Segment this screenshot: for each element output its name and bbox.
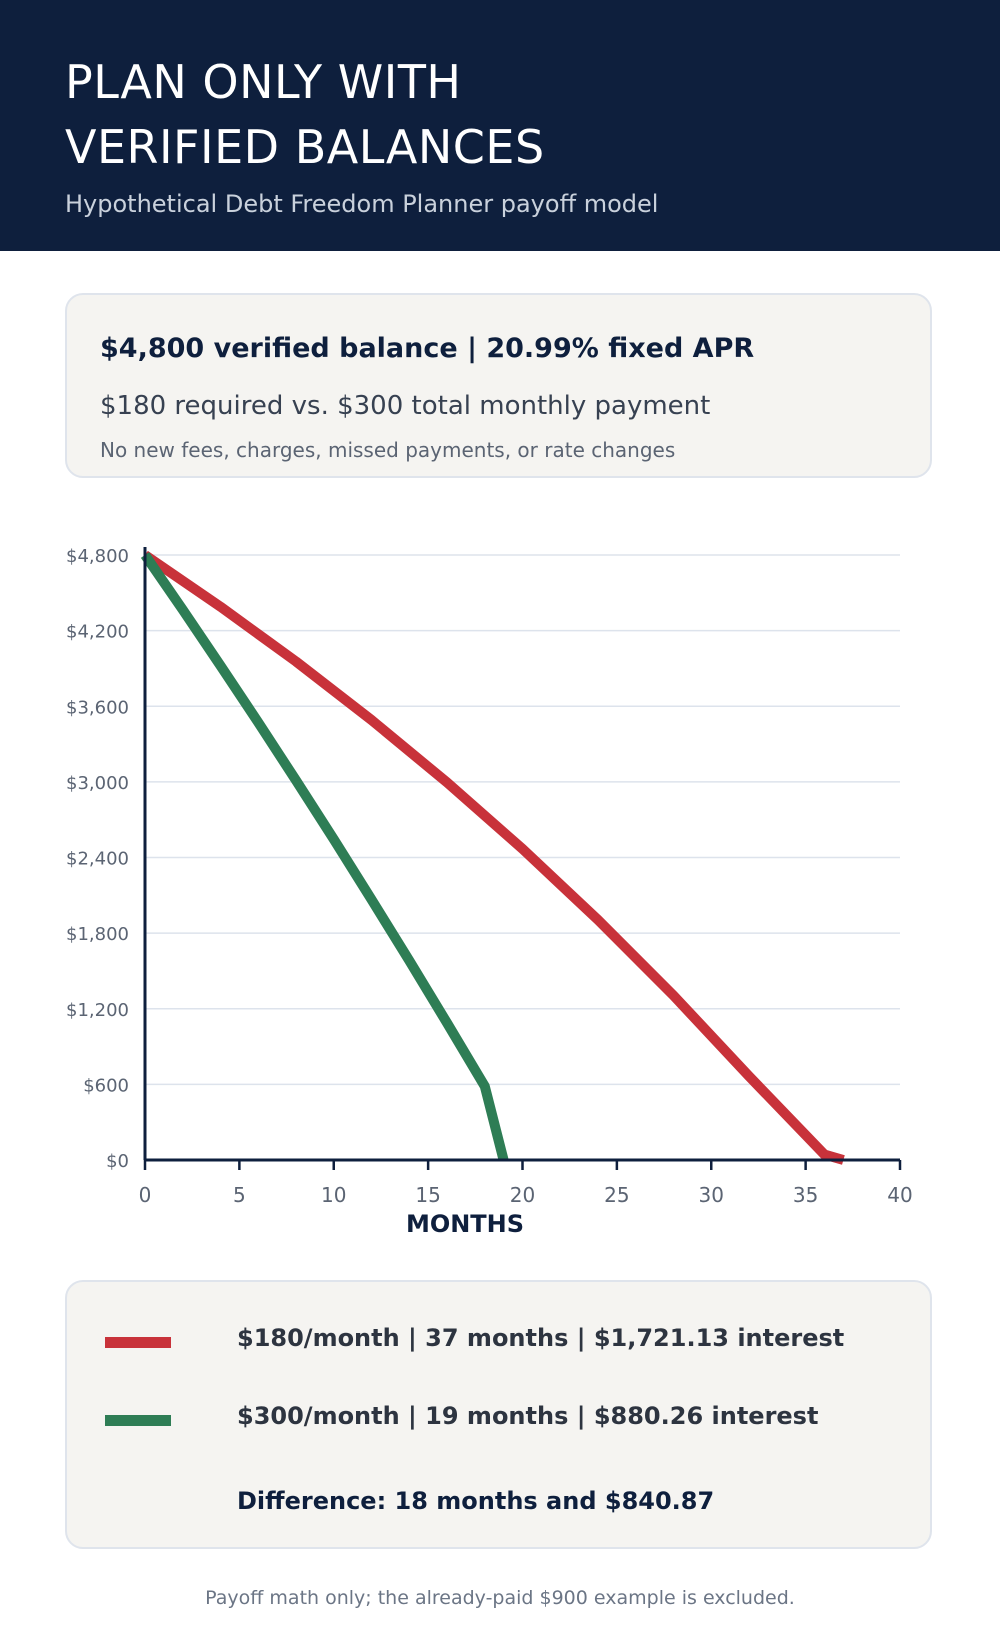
data-point (219, 605, 222, 609)
payment-comparison-text: $180 required vs. $300 total monthly pay… (100, 391, 711, 421)
x-tick-label: 15 (415, 1183, 440, 1207)
y-tick-label: $1,200 (66, 1000, 129, 1021)
x-tick-label: 5 (233, 1183, 246, 1207)
balance-apr-text: $4,800 verified balance | 20.99% fixed A… (100, 333, 755, 364)
y-tick-label: $4,200 (66, 622, 129, 643)
data-point (370, 897, 373, 901)
data-point (672, 994, 675, 998)
difference-text: Difference: 18 months and $840.87 (237, 1487, 715, 1515)
data-point (370, 718, 373, 722)
page-title-line-1: PLAN ONLY WITH (65, 55, 462, 109)
summary-card: $4,800 verified balance | 20.99% fixed A… (65, 293, 932, 478)
green-line-swatch (105, 1415, 171, 1426)
legend-item-300: $300/month | 19 months | $880.26 interes… (105, 1400, 905, 1440)
assumptions-text: No new fees, charges, missed payments, o… (100, 438, 676, 462)
header-banner: PLAN ONLY WITH VERIFIED BALANCES Hypothe… (0, 0, 1000, 251)
x-tick-label: 20 (510, 1183, 535, 1207)
red-line-swatch (105, 1337, 171, 1348)
data-point (332, 837, 336, 841)
data-point (294, 778, 298, 782)
x-tick-label: 30 (699, 1183, 724, 1207)
x-tick-label: 40 (887, 1183, 912, 1207)
data-point (181, 608, 185, 612)
x-axis-label: MONTHS (406, 1210, 524, 1238)
y-tick-label: $3,000 (66, 773, 129, 794)
data-point (294, 660, 298, 664)
data-point (521, 847, 524, 851)
y-tick-label: $0 (106, 1151, 129, 1172)
y-tick-label: $1,800 (66, 924, 129, 945)
page-subtitle: Hypothetical Debt Freedom Planner payoff… (65, 190, 659, 218)
x-tick-label: 25 (604, 1183, 629, 1207)
y-tick-label: $3,600 (66, 697, 129, 718)
data-point (256, 721, 260, 725)
data-point (483, 1084, 487, 1088)
page-title-line-2: VERIFIED BALANCES (65, 120, 545, 174)
y-tick-label: $2,400 (66, 849, 129, 870)
data-point (823, 1153, 826, 1157)
y-tick-label: $4,800 (66, 546, 129, 567)
legend-item-180: $180/month | 37 months | $1,721.13 inter… (105, 1322, 905, 1362)
legend-label: $300/month | 19 months | $880.26 interes… (237, 1402, 819, 1430)
data-point (747, 1074, 751, 1078)
data-point (407, 959, 411, 963)
data-point (596, 918, 600, 922)
legend-label: $180/month | 37 months | $1,721.13 inter… (237, 1324, 845, 1352)
data-point (219, 664, 222, 668)
x-tick-label: 35 (793, 1183, 818, 1207)
x-tick-label: 0 (139, 1183, 152, 1207)
data-point (445, 780, 449, 784)
data-point (445, 1021, 449, 1025)
legend-card: $180/month | 37 months | $1,721.13 inter… (65, 1280, 932, 1549)
payoff-line-chart: $0 $600 $1,200 $1,800 $2,400 $3,000 $3,600 $4,2… (66, 546, 913, 1238)
y-tick-label: $600 (83, 1075, 129, 1096)
x-tick-label: 10 (321, 1183, 346, 1207)
footnote: Payoff math only; the already-paid $900 … (205, 1587, 795, 1609)
